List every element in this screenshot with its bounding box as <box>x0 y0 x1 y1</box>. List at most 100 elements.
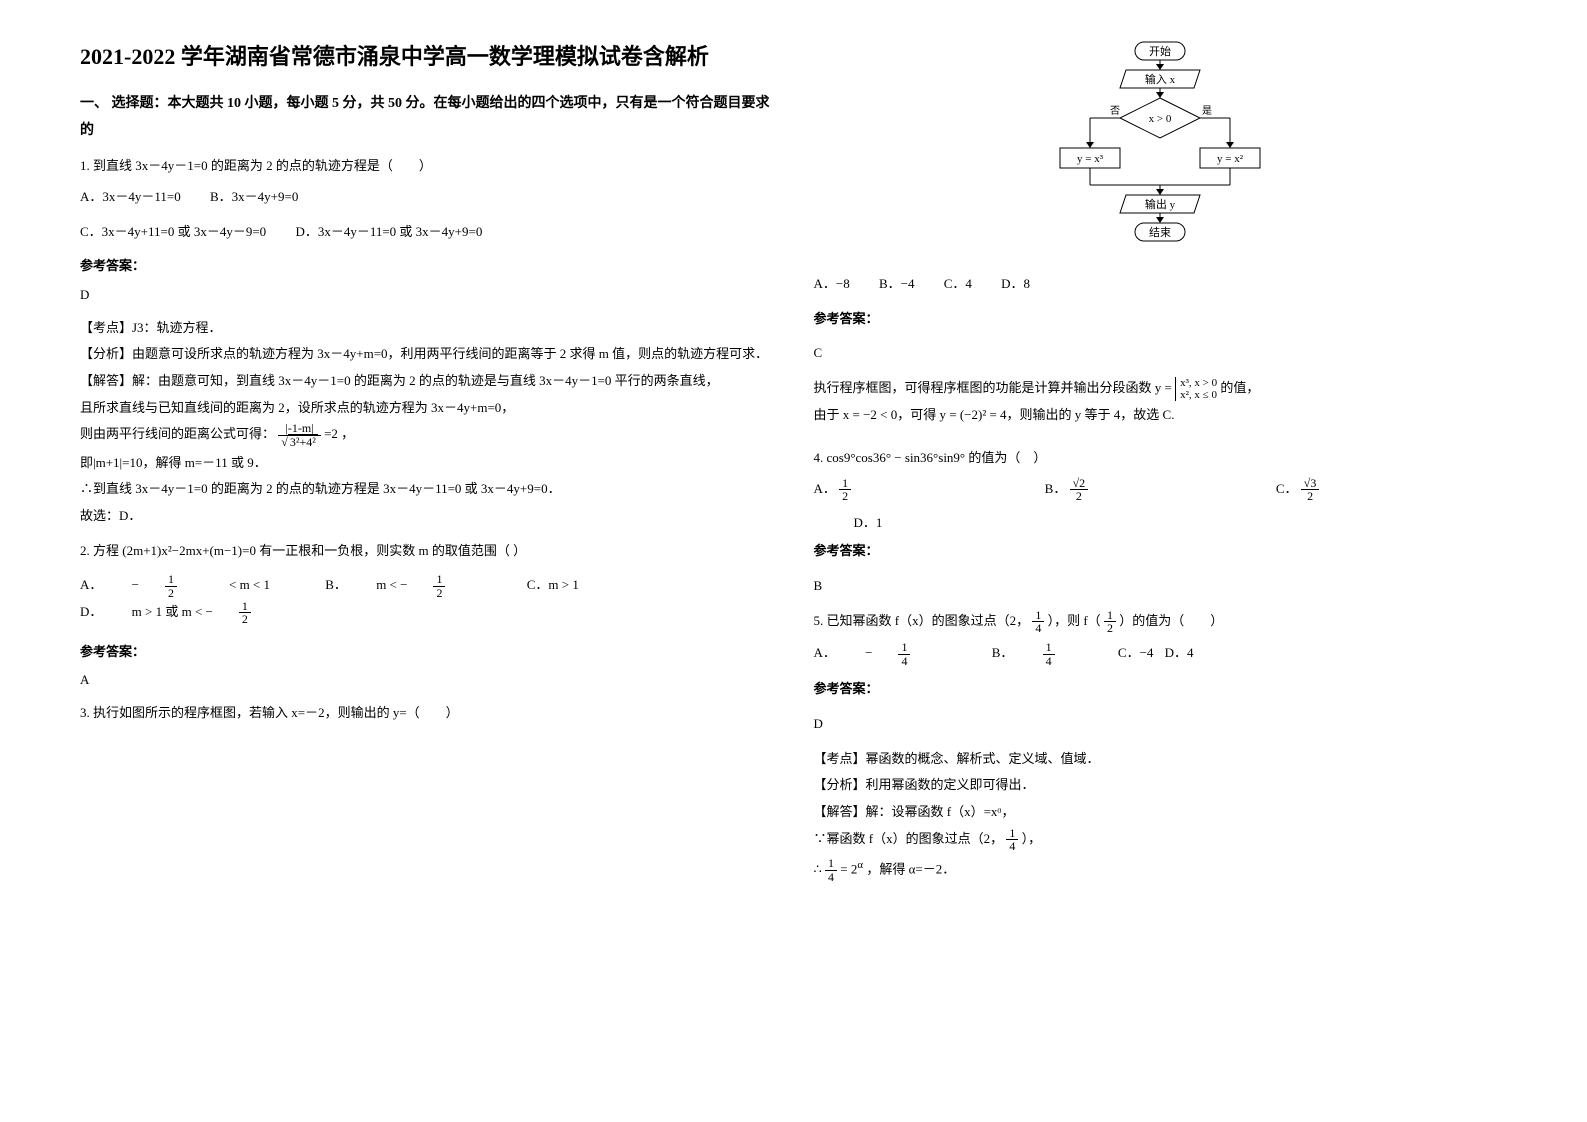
q4-stem-expr: cos9°cos36° − sin36°sin9° <box>827 450 966 465</box>
q4-ref-label: 参考答案： <box>814 539 1508 564</box>
q5-s2-num: 1 <box>1104 609 1116 623</box>
q2-optD-den: 2 <box>239 613 251 626</box>
q3-opt-b: B．−4 <box>879 272 915 297</box>
q3-sol1-y: y = <box>1155 380 1175 395</box>
q5-sol3-mid: = 2 <box>840 861 857 876</box>
q4-optB-den: 2 <box>1070 490 1089 503</box>
q1-sol3: 则由两平行线间的距离公式可得： |-1-m| √3²+4² =2 ， <box>80 422 774 448</box>
q1-opt-b: B．3x－4y+9=0 <box>210 185 298 210</box>
q5-opt-a: A． − 14 <box>814 641 963 667</box>
q2-optA-r: < m < 1 <box>229 573 270 598</box>
q5-optA-frac: 14 <box>898 641 936 667</box>
q1-sol1: 【解答】解：由题意可知，到直线 3x－4y－1=0 的距离为 2 的点的轨迹是与… <box>80 369 774 394</box>
q4-optB-frac: √22 <box>1070 477 1089 503</box>
q5-stem-pre: 5. 已知幂函数 f（x）的图象过点（2， <box>814 613 1030 628</box>
q5-options: A． −14 B． 14 C．−4 D．4 <box>814 641 1508 667</box>
q2-optA-num: 1 <box>165 573 177 587</box>
left-column: 2021-2022 学年湖南省常德市涌泉中学高一数学理模拟试卷含解析 一、 选择… <box>60 40 794 1082</box>
q2-opt-b: B． m < −12 <box>325 573 497 599</box>
q2-optA-frac: 12 <box>165 573 203 599</box>
section-heading: 一、 选择题：本大题共 10 小题，每小题 5 分，共 50 分。在每小题给出的… <box>80 91 774 144</box>
q5-optB-frac: 14 <box>1043 641 1081 667</box>
q2-optD-pre: D． <box>80 600 102 625</box>
q4-opt-c: C． √32 <box>1276 477 1507 503</box>
q4-optA-frac: 12 <box>839 477 851 503</box>
q2-optD-l: m > 1 或 m < − <box>132 600 213 625</box>
q1-opt-a: A．3x－4y－11=0 <box>80 185 181 210</box>
q3-opt-c: C．4 <box>944 272 972 297</box>
q1-options-row1: A．3x－4y－11=0 B．3x－4y+9=0 <box>80 185 774 210</box>
q5-optA-pre: A． <box>814 641 836 666</box>
q5-sol3-den: 4 <box>825 871 837 884</box>
flow-left: y = x³ <box>1077 153 1104 165</box>
flow-output: 输出 y <box>1145 197 1176 211</box>
q2-opt-c: C．m > 1 <box>527 573 579 598</box>
flow-input: 输入 x <box>1145 72 1176 86</box>
q4-optA-num: 1 <box>839 477 851 491</box>
q1-sol3-pre: 则由两平行线间的距离公式可得： <box>80 426 275 441</box>
q3-options: A．−8 B．−4 C．4 D．8 <box>814 272 1508 297</box>
q1-options-row2: C．3x－4y+11=0 或 3x－4y－9=0 D．3x－4y－11=0 或 … <box>80 220 774 245</box>
q1-kd: 【考点】J3：轨迹方程． <box>80 316 774 341</box>
q5-stem: 5. 已知幂函数 f（x）的图象过点（2， 14 ），则 f（ 12 ）的值为（… <box>814 609 1508 635</box>
document-title: 2021-2022 学年湖南省常德市涌泉中学高一数学理模拟试卷含解析 <box>80 40 774 73</box>
q3-piece-1: x³, x > 0 <box>1180 377 1217 389</box>
q2-optB-den: 2 <box>433 587 445 600</box>
q3-opt-a: A．−8 <box>814 272 850 297</box>
q2-stem-expr: (2m+1)x²−2mx+(m−1)=0 <box>122 543 256 558</box>
q5-sol3-sup: α <box>857 859 863 871</box>
q2-optB-expr: m < − <box>376 573 407 598</box>
q1-sol3-frac: |-1-m| √3²+4² <box>278 422 321 448</box>
q5-sol2-pre: ∵幂函数 f（x）的图象过点（2， <box>814 831 1004 846</box>
q4-optA-den: 2 <box>839 490 851 503</box>
q5-sol2-num: 1 <box>1006 827 1018 841</box>
q3-answer: C <box>814 341 1508 366</box>
q4-optB-num: √2 <box>1070 477 1089 491</box>
q2-stem-post: 有一正根和一负根，则实数 m 的取值范围（ ） <box>259 543 526 558</box>
q3-sol1: 执行程序框图，可得程序框图的功能是计算并输出分段函数 y = x³, x > 0… <box>814 376 1508 401</box>
q1-stem: 1. 到直线 3x－4y－1=0 的距离为 2 的点的轨迹方程是（ ） <box>80 154 774 179</box>
q1-sol3-den-inner: 3²+4² <box>288 434 318 449</box>
q4-stem-post: 的值为（ ） <box>968 450 1046 465</box>
q1-sol5: ∴到直线 3x－4y－1=0 的距离为 2 的点的轨迹方程是 3x－4y－11=… <box>80 477 774 502</box>
q4-options-row1: A． 12 B． √22 C． √32 <box>814 477 1508 503</box>
q5-sol3: ∴ 14 = 2α ，解得 α=－2． <box>814 855 1508 883</box>
q1-sol3-comma: ， <box>341 426 354 441</box>
q5-optB-den: 4 <box>1043 655 1055 668</box>
q4-opt-b: B． √22 <box>1045 477 1276 503</box>
q5-answer: D <box>814 712 1508 737</box>
flow-yes: 是 <box>1202 105 1212 117</box>
q5-optA-neg: − <box>865 641 872 666</box>
q3-piece-2: x², x ≤ 0 <box>1180 389 1217 401</box>
q5-opt-b: B． 14 <box>992 641 1107 667</box>
q5-optA-num: 1 <box>898 641 910 655</box>
q1-opt-c: C．3x－4y+11=0 或 3x－4y－9=0 <box>80 220 266 245</box>
flow-cond: x > 0 <box>1149 113 1172 125</box>
q5-ref-label: 参考答案： <box>814 677 1508 702</box>
q5-optB-pre: B． <box>992 641 1014 666</box>
q3-piecewise: x³, x > 0 x², x ≤ 0 <box>1175 377 1217 401</box>
q5-sol2-den: 4 <box>1006 840 1018 853</box>
q2-optD-num: 1 <box>239 600 251 614</box>
q2-opt-d: D． m > 1 或 m < − 12 <box>80 600 303 626</box>
q1-sol2: 且所求直线与已知直线间的距离为 2，设所求点的轨迹方程为 3x－4y+m=0， <box>80 396 774 421</box>
q5-sol2: ∵幂函数 f（x）的图象过点（2， 14 ）， <box>814 827 1508 853</box>
q5-stem-frac2: 12 <box>1104 609 1116 635</box>
q1-answer: D <box>80 283 774 308</box>
q3-sol1-post: 的值， <box>1220 380 1259 395</box>
q5-optA-den: 4 <box>898 655 910 668</box>
q4-optC-num: √3 <box>1301 477 1320 491</box>
q5-stem-frac1: 14 <box>1032 609 1044 635</box>
q5-sol3-post: ，解得 α=－2． <box>866 861 955 876</box>
flowchart-svg: 开始 输入 x x > 0 否 是 y = x³ y = x² <box>1040 40 1280 260</box>
q5-opt-d: D．4 <box>1165 641 1194 666</box>
q4-opt-d: D．1 <box>814 511 1508 536</box>
q5-s1-num: 1 <box>1032 609 1044 623</box>
q2-optD-frac: 12 <box>239 600 277 626</box>
q1-sol3-den: √3²+4² <box>278 436 321 449</box>
q4-optC-frac: √32 <box>1301 477 1320 503</box>
q1-sol3-eq: =2 <box>324 426 338 441</box>
q5-ana: 【分析】利用幂函数的定义即可得出． <box>814 773 1508 798</box>
q2-ref-label: 参考答案： <box>80 640 774 665</box>
q3-sol1-pre: 执行程序框图，可得程序框图的功能是计算并输出分段函数 <box>814 380 1155 395</box>
